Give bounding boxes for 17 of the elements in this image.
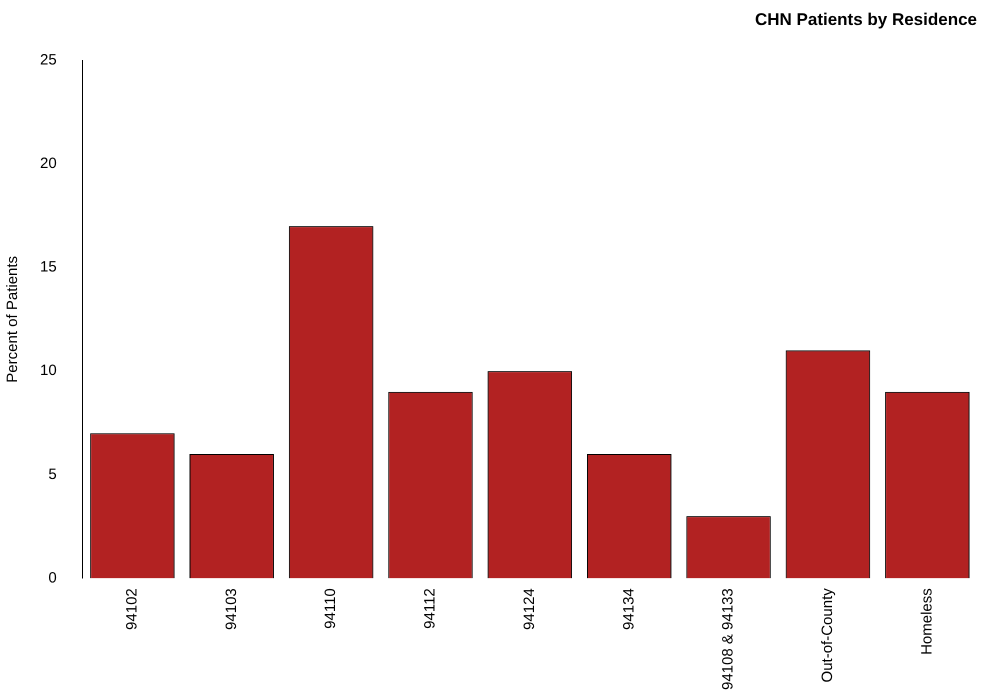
x-tick-label: 94110 [322,588,340,629]
x-tick-label: 94108 & 94133 [720,588,737,690]
y-tick-label: 20 [40,155,57,172]
x-tick-label: 94134 [620,588,638,630]
x-tick-label: 94124 [520,588,538,630]
chart-title: CHN Patients by Residence [754,10,977,29]
y-axis-title: Percent of Patients [4,256,22,383]
x-tick-label: 94102 [124,588,141,630]
y-tick-label: 5 [48,466,57,483]
y-tick-label: 25 [40,52,57,69]
x-tick-label: 94112 [422,588,439,629]
y-tick-label: 15 [40,258,57,276]
y-tick-label: 10 [40,362,57,380]
y-tick-label: 0 [48,569,57,586]
x-tick-label: 94103 [222,588,240,630]
x-tick-label: Out-of-County [819,588,836,682]
x-tick-label: Homeless [918,588,936,655]
